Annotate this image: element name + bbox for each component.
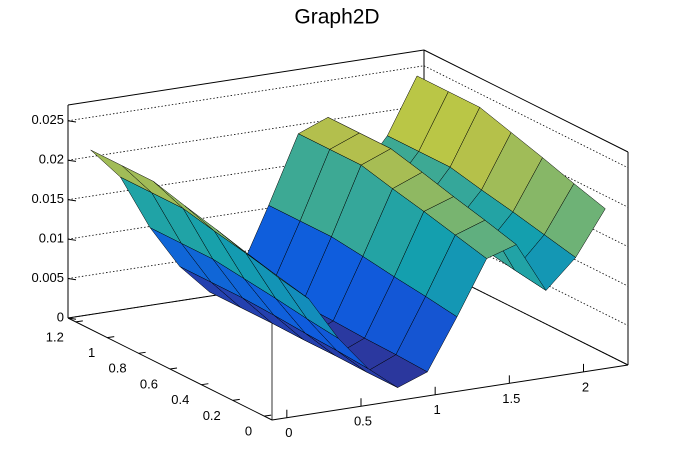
box-edge: [67, 49, 425, 106]
grid-line: [67, 144, 425, 201]
z-tick: [67, 238, 77, 241]
grid-line: [423, 65, 629, 169]
z-tick-label: 0.015: [31, 191, 64, 206]
z-tick: [67, 278, 77, 281]
grid-line: [423, 262, 629, 366]
y-tick: [201, 383, 209, 386]
y-tick-label: 0: [245, 424, 252, 439]
grid-line: [67, 104, 425, 161]
y-tick: [169, 367, 178, 370]
z-tick-label: 0.01: [39, 231, 64, 246]
grid-line: [423, 223, 629, 326]
surface-cell: [247, 253, 309, 299]
y-tick: [107, 336, 115, 339]
z-tick: [67, 199, 77, 202]
surface-cell: [90, 149, 152, 193]
z-tick-label: 0: [57, 309, 64, 324]
y-tick-label: 0.4: [171, 392, 189, 407]
y-tick-label: 0.2: [203, 408, 221, 423]
box-edge: [423, 49, 629, 153]
grid-line: [423, 104, 629, 208]
x-tick-label: 0.5: [354, 414, 372, 429]
y-tick: [264, 414, 272, 417]
y-tick-label: 0.6: [140, 376, 158, 391]
y-tick: [232, 398, 240, 401]
z-tick-label: 0.02: [39, 152, 64, 167]
y-tick: [138, 351, 146, 354]
x-tick-label: 2: [582, 379, 589, 394]
axis-line: [271, 364, 629, 421]
y-tick: [75, 320, 83, 323]
x-tick-label: 1: [434, 402, 441, 417]
grid-line: [67, 223, 425, 279]
x-tick-label: 1.5: [502, 391, 520, 406]
z-tick-label: 0.025: [31, 112, 64, 127]
z-tick: [67, 159, 77, 162]
grid-line: [67, 262, 425, 319]
grid-line: [423, 183, 629, 287]
grid-line: [423, 144, 629, 248]
chart-title: Graph2D: [294, 6, 379, 29]
grid-line: [67, 183, 425, 240]
grid-line: [67, 65, 425, 122]
z-tick: [67, 120, 77, 123]
y-tick-label: 1: [88, 345, 95, 360]
x-tick-label: 0: [285, 425, 292, 440]
y-tick-label: 0.8: [109, 361, 127, 376]
z-tick-label: 0.005: [31, 270, 64, 285]
y-tick-label: 1.2: [46, 329, 64, 344]
